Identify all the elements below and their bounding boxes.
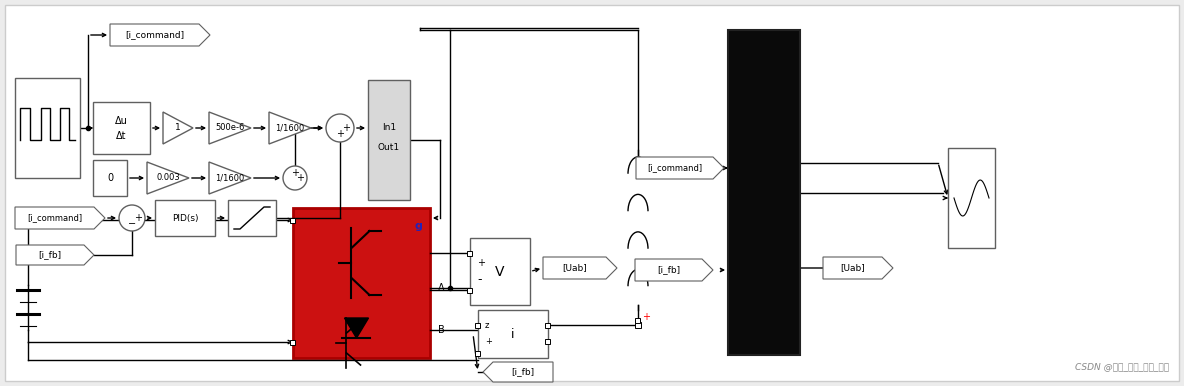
Text: [Uab]: [Uab] bbox=[841, 264, 864, 273]
Text: Δu: Δu bbox=[115, 116, 128, 126]
Text: +: + bbox=[342, 123, 350, 133]
Text: +: + bbox=[485, 337, 491, 345]
Bar bbox=[476, 350, 481, 356]
Text: [i_command]: [i_command] bbox=[646, 164, 702, 173]
Text: Δt: Δt bbox=[116, 131, 127, 141]
Text: +: + bbox=[477, 259, 485, 269]
Polygon shape bbox=[147, 162, 189, 194]
Bar bbox=[94, 160, 127, 196]
Bar bbox=[229, 200, 276, 236]
Polygon shape bbox=[163, 112, 193, 144]
Text: B: B bbox=[438, 325, 445, 335]
Text: [i_command]: [i_command] bbox=[126, 30, 184, 39]
Polygon shape bbox=[110, 24, 210, 46]
Text: Out1: Out1 bbox=[378, 144, 400, 152]
Text: +: + bbox=[291, 168, 300, 178]
Polygon shape bbox=[543, 257, 617, 279]
Text: CSDN @模拟_数字_动率_信号: CSDN @模拟_数字_动率_信号 bbox=[1075, 362, 1169, 371]
Bar bbox=[470, 238, 530, 305]
Text: 500e-6: 500e-6 bbox=[215, 124, 245, 132]
Polygon shape bbox=[636, 157, 723, 179]
Text: PID(s): PID(s) bbox=[172, 213, 198, 222]
Text: In1: In1 bbox=[382, 124, 397, 132]
Text: +: + bbox=[642, 312, 650, 322]
Text: [Uab]: [Uab] bbox=[562, 264, 587, 273]
Bar bbox=[155, 200, 215, 236]
Bar bbox=[292, 208, 430, 358]
Text: z: z bbox=[485, 320, 489, 330]
Circle shape bbox=[283, 166, 307, 190]
Text: A: A bbox=[438, 283, 445, 293]
Text: g: g bbox=[414, 221, 422, 231]
Text: i: i bbox=[511, 327, 515, 340]
Bar bbox=[15, 78, 81, 178]
Text: [i_fb]: [i_fb] bbox=[657, 266, 680, 274]
Polygon shape bbox=[635, 259, 713, 281]
Bar bbox=[368, 80, 410, 200]
Text: 0: 0 bbox=[107, 173, 112, 183]
Text: [i_fb]: [i_fb] bbox=[511, 367, 534, 376]
Polygon shape bbox=[210, 112, 251, 144]
Text: [i_fb]: [i_fb] bbox=[38, 251, 62, 259]
Circle shape bbox=[326, 114, 354, 142]
Text: +: + bbox=[336, 129, 345, 139]
Text: +: + bbox=[134, 213, 142, 223]
Text: -: - bbox=[477, 273, 482, 286]
Polygon shape bbox=[345, 318, 368, 338]
Bar bbox=[290, 217, 296, 222]
Text: V: V bbox=[495, 264, 504, 279]
Text: 0.003: 0.003 bbox=[156, 173, 180, 183]
Bar bbox=[468, 251, 472, 256]
Polygon shape bbox=[483, 362, 553, 382]
Bar bbox=[546, 339, 551, 344]
Bar bbox=[546, 322, 551, 327]
Bar bbox=[635, 322, 641, 328]
Text: −: − bbox=[128, 219, 136, 229]
Text: [i_command]: [i_command] bbox=[27, 213, 82, 222]
Bar bbox=[478, 310, 548, 358]
Bar bbox=[948, 148, 995, 248]
Bar bbox=[476, 322, 481, 327]
Text: 1/1600: 1/1600 bbox=[276, 124, 304, 132]
Polygon shape bbox=[823, 257, 893, 279]
Bar bbox=[728, 30, 800, 355]
Text: 1: 1 bbox=[175, 124, 181, 132]
Text: 1/1600: 1/1600 bbox=[215, 173, 245, 183]
Polygon shape bbox=[15, 207, 105, 229]
Polygon shape bbox=[17, 245, 94, 265]
Bar bbox=[94, 102, 150, 154]
Bar bbox=[636, 318, 641, 322]
Bar bbox=[290, 340, 296, 344]
Circle shape bbox=[120, 205, 144, 231]
Text: +: + bbox=[296, 173, 304, 183]
Polygon shape bbox=[210, 162, 251, 194]
Polygon shape bbox=[269, 112, 311, 144]
Bar bbox=[468, 288, 472, 293]
